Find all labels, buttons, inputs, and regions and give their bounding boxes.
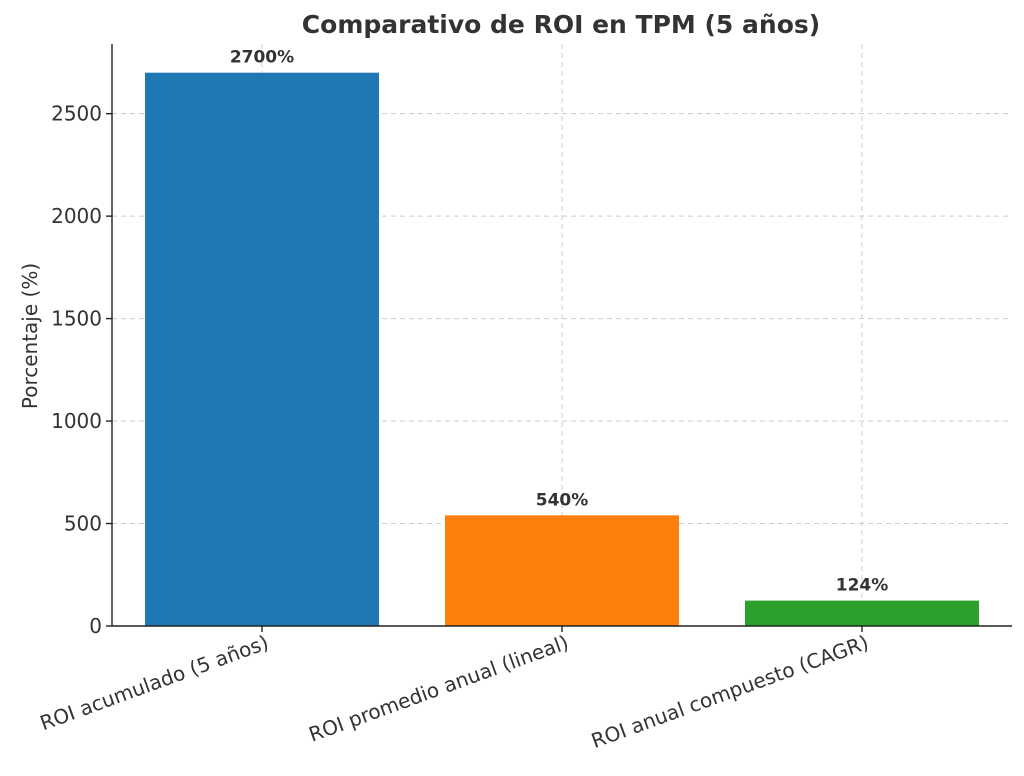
chart-title: Comparativo de ROI en TPM (5 años) [302,10,820,39]
bar-value-label: 2700% [230,48,294,68]
y-tick-label: 1500 [51,307,102,331]
y-tick-label: 2500 [51,102,102,126]
grid-lines [112,44,1012,626]
bar-1 [145,72,379,627]
x-category-label: ROI promedio anual (lineal) [306,630,572,746]
bar-2 [445,515,679,626]
y-axis-label: Porcentaje (%) [18,263,42,409]
y-tick-label: 1000 [51,409,102,433]
x-category-label: ROI anual compuesto (CAGR) [588,630,872,753]
y-tick-label: 500 [64,512,102,536]
y-tick-label: 0 [89,614,102,638]
bar-value-label: 124% [836,576,889,596]
y-tick-label: 2000 [51,204,102,228]
bars [145,72,979,627]
axes [106,44,1012,632]
bar-value-label: 540% [536,490,589,510]
bar-3 [745,600,979,626]
x-category-label: ROI acumulado (5 años) [37,630,272,735]
